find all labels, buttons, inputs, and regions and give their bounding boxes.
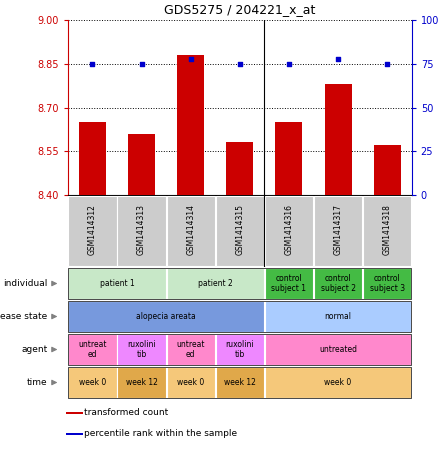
Text: week 0: week 0 xyxy=(79,378,106,387)
Bar xyxy=(374,145,401,195)
Text: week 0: week 0 xyxy=(325,378,352,387)
Text: GSM1414316: GSM1414316 xyxy=(284,204,293,255)
Bar xyxy=(117,334,166,365)
Point xyxy=(89,60,96,67)
Bar xyxy=(363,268,411,299)
Text: GSM1414318: GSM1414318 xyxy=(383,204,392,255)
Bar xyxy=(363,196,411,266)
Bar xyxy=(265,334,411,365)
Bar xyxy=(265,366,411,398)
Text: week 12: week 12 xyxy=(224,378,256,387)
Bar xyxy=(216,196,264,266)
Text: patient 2: patient 2 xyxy=(198,279,233,288)
Bar xyxy=(265,196,313,266)
Text: untreat
ed: untreat ed xyxy=(78,340,107,359)
Bar xyxy=(66,412,83,414)
Text: normal: normal xyxy=(325,312,352,321)
Text: week 12: week 12 xyxy=(126,378,158,387)
Bar xyxy=(68,301,264,333)
Bar xyxy=(216,366,264,398)
Text: control
subject 1: control subject 1 xyxy=(272,274,307,293)
Bar xyxy=(226,143,253,195)
Bar xyxy=(265,268,313,299)
Bar xyxy=(166,366,215,398)
Text: untreated: untreated xyxy=(319,345,357,354)
Point xyxy=(335,55,342,62)
Text: GSM1414313: GSM1414313 xyxy=(137,204,146,255)
Text: GSM1414312: GSM1414312 xyxy=(88,204,97,255)
Bar xyxy=(66,433,83,435)
Text: transformed count: transformed count xyxy=(84,408,168,417)
Point xyxy=(187,55,194,62)
Text: untreat
ed: untreat ed xyxy=(177,340,205,359)
Bar xyxy=(314,268,362,299)
Text: time: time xyxy=(27,378,48,387)
Bar xyxy=(117,196,166,266)
Text: week 0: week 0 xyxy=(177,378,204,387)
Text: agent: agent xyxy=(21,345,48,354)
Title: GDS5275 / 204221_x_at: GDS5275 / 204221_x_at xyxy=(164,3,315,16)
Text: GSM1414315: GSM1414315 xyxy=(235,204,244,255)
Bar xyxy=(79,122,106,195)
Text: control
subject 3: control subject 3 xyxy=(370,274,405,293)
Bar xyxy=(166,334,215,365)
Bar xyxy=(265,301,411,333)
Bar xyxy=(314,196,362,266)
Text: ruxolini
tib: ruxolini tib xyxy=(226,340,254,359)
Text: alopecia areata: alopecia areata xyxy=(136,312,196,321)
Text: patient 1: patient 1 xyxy=(99,279,134,288)
Text: percentile rank within the sample: percentile rank within the sample xyxy=(84,429,237,438)
Point xyxy=(236,60,243,67)
Bar xyxy=(166,196,215,266)
Bar xyxy=(276,122,302,195)
Bar xyxy=(128,134,155,195)
Bar xyxy=(216,334,264,365)
Bar xyxy=(117,366,166,398)
Point xyxy=(286,60,293,67)
Point xyxy=(384,60,391,67)
Text: GSM1414317: GSM1414317 xyxy=(334,204,343,255)
Bar xyxy=(166,268,264,299)
Bar xyxy=(68,366,117,398)
Bar xyxy=(68,268,166,299)
Bar xyxy=(177,55,204,195)
Bar xyxy=(68,196,117,266)
Bar xyxy=(325,84,352,195)
Text: GSM1414314: GSM1414314 xyxy=(186,204,195,255)
Text: disease state: disease state xyxy=(0,312,48,321)
Point xyxy=(138,60,145,67)
Text: ruxolini
tib: ruxolini tib xyxy=(127,340,156,359)
Text: control
subject 2: control subject 2 xyxy=(321,274,356,293)
Bar xyxy=(68,334,117,365)
Text: individual: individual xyxy=(3,279,48,288)
